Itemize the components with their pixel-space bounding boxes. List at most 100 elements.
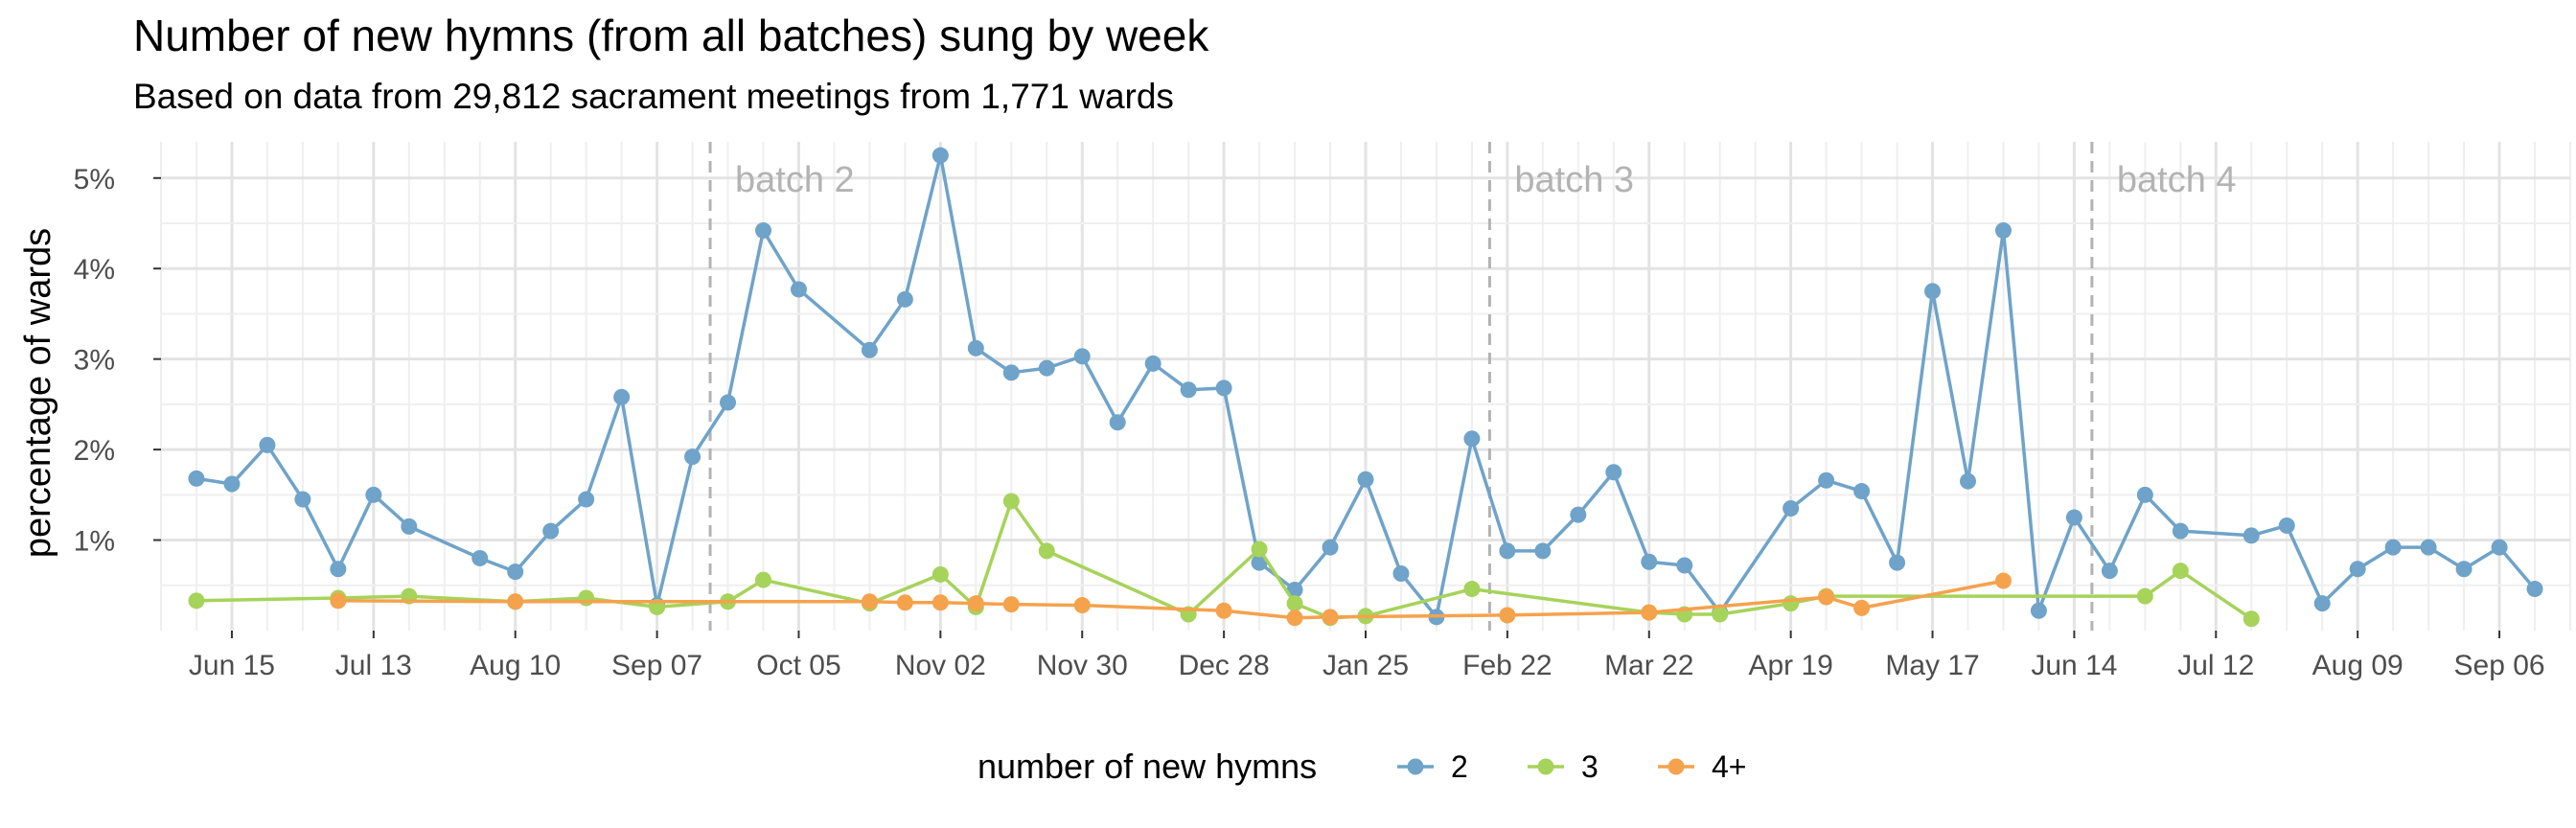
data-point [2384, 539, 2402, 556]
x-tick-label: Jan 25 [1322, 650, 1409, 681]
data-point [1960, 472, 1976, 490]
data-point [1073, 348, 1091, 365]
data-point [1038, 359, 1055, 377]
legend-item-2: 2 [1397, 749, 1468, 784]
legend-key-point [1668, 758, 1685, 775]
x-tick-label: Aug 10 [470, 650, 561, 681]
data-point [1499, 607, 1516, 624]
data-point [1286, 610, 1303, 627]
data-point [2242, 527, 2260, 544]
data-point [1392, 565, 1410, 582]
data-point [1002, 493, 1020, 510]
data-point [2526, 581, 2543, 598]
data-point [1924, 283, 1942, 300]
legend-label: 4+ [1712, 749, 1746, 784]
batch-label: batch 2 [735, 160, 855, 200]
data-point [1782, 595, 1800, 612]
y-axis-label: percentage of wards [18, 228, 58, 558]
data-point [1357, 471, 1374, 488]
legend-item-3: 3 [1528, 749, 1598, 784]
x-tick-label: Oct 05 [756, 650, 840, 681]
data-point [2349, 561, 2366, 578]
data-point [1605, 464, 1622, 481]
data-point [1215, 380, 1232, 397]
x-tick-label: Apr 19 [1748, 650, 1832, 681]
data-point [1144, 355, 1162, 372]
data-point [1180, 381, 1197, 399]
data-point [2242, 610, 2260, 628]
data-point [2136, 587, 2153, 605]
data-point [861, 341, 878, 358]
data-point [1712, 606, 1729, 623]
data-point [1994, 572, 2012, 589]
data-point [1641, 604, 1658, 621]
legend-item-4+: 4+ [1658, 749, 1746, 784]
data-point [1251, 540, 1268, 558]
data-point [259, 436, 276, 453]
chart-subtitle: Based on data from 29,812 sacrament meet… [133, 77, 1174, 116]
legend-key-point [1537, 758, 1554, 775]
chart-title: Number of new hymns (from all batches) s… [133, 11, 1209, 60]
data-point [1322, 539, 1339, 556]
data-point [188, 470, 205, 487]
x-tick-label: Sep 06 [2454, 650, 2545, 681]
data-point [932, 594, 949, 611]
y-tick-label: 2% [74, 435, 115, 467]
data-point [1570, 506, 1587, 523]
data-point [1038, 542, 1055, 560]
data-point [2313, 595, 2331, 612]
data-point [1818, 472, 1835, 489]
data-point [2172, 563, 2189, 580]
x-tick-label: Nov 30 [1037, 650, 1128, 681]
data-point [507, 564, 524, 581]
x-tick-label: Jul 13 [335, 650, 412, 681]
legend-key-point [1407, 758, 1424, 775]
data-point [1499, 542, 1516, 560]
axes: Jun 15 Jul 13 Aug 10 Sep 07 Oct 05 Nov 02 Nov … [74, 164, 2545, 681]
y-tick-label: 3% [74, 345, 115, 377]
data-point [578, 491, 595, 508]
data-point [2030, 602, 2047, 619]
data-point [188, 592, 205, 610]
data-point [2172, 522, 2189, 540]
legend-label: 2 [1451, 749, 1468, 784]
data-point [861, 593, 878, 610]
data-point [613, 388, 631, 405]
x-tick-label: Jun 14 [2031, 650, 2117, 681]
x-tick-label: Jul 12 [2177, 650, 2254, 681]
series-4+ [330, 572, 2012, 627]
data-point [1073, 597, 1091, 614]
data-point [967, 595, 984, 612]
data-point [896, 594, 913, 611]
data-point [1002, 364, 1020, 381]
data-point [294, 491, 311, 508]
data-point [932, 147, 949, 164]
data-point [2278, 517, 2295, 534]
data-point [1002, 596, 1020, 613]
data-point [401, 518, 418, 535]
data-point [684, 448, 702, 466]
x-tick-label: Sep 07 [611, 650, 702, 681]
legend-title: number of new hymns [978, 747, 1317, 786]
data-point [790, 281, 807, 298]
x-tick-label: Mar 22 [1604, 650, 1693, 681]
batch-label: batch 4 [2117, 160, 2237, 200]
series-line [337, 579, 2004, 620]
data-point [2420, 539, 2437, 556]
data-point [1286, 582, 1303, 598]
data-point [720, 394, 737, 411]
data-point [755, 222, 771, 240]
y-tick-label: 5% [74, 164, 115, 196]
x-tick-label: May 17 [1885, 650, 1979, 681]
x-tick-label: Jun 15 [189, 650, 275, 681]
legend-label: 3 [1581, 749, 1598, 784]
legend: number of new hymns 2 3 4+ [978, 747, 1746, 786]
data-point [2065, 509, 2082, 526]
data-point [365, 486, 382, 503]
data-point [1286, 595, 1303, 612]
data-point [2455, 561, 2472, 578]
data-point [1853, 483, 1871, 500]
data-point [1853, 599, 1871, 616]
data-point [578, 589, 595, 607]
data-point [2101, 563, 2118, 580]
